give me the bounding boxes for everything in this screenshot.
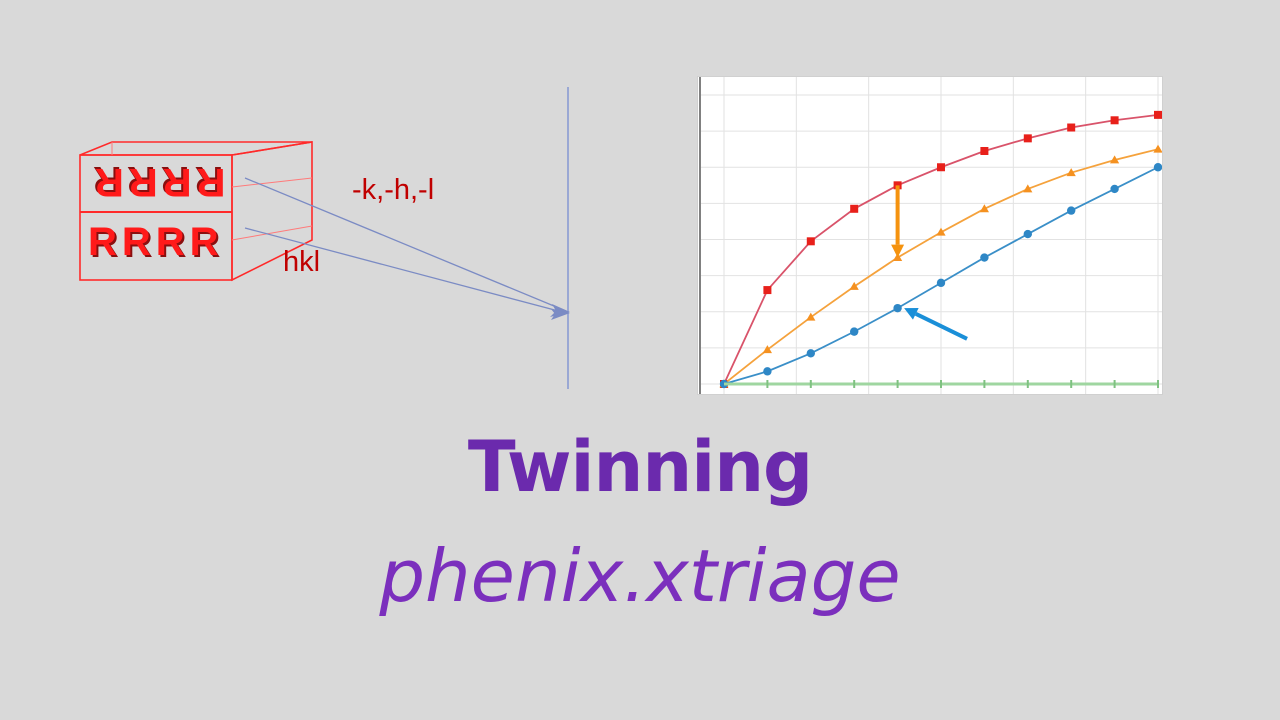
data-point-marker (1154, 110, 1162, 119)
chart-series (719, 163, 1162, 389)
orange-down-arrow-head (891, 244, 905, 258)
box-right-face (231, 141, 313, 282)
data-point-marker (936, 278, 946, 288)
cumulative-intensity-chart (697, 76, 1163, 395)
motif-row-inverted: RRRR (90, 160, 226, 204)
data-point-marker (1023, 134, 1032, 143)
label-negative-hkl: -k,-h,-l (352, 174, 435, 206)
box-edge-inner-1 (231, 177, 313, 188)
data-point-marker (806, 349, 815, 358)
data-point-marker (763, 367, 772, 376)
ray-negative-hkl (244, 177, 567, 312)
data-point-marker (893, 303, 902, 313)
diffraction-rays (244, 177, 567, 314)
data-point-marker (763, 286, 772, 295)
data-point-marker (850, 327, 859, 336)
blue-left-arrow-head (904, 307, 919, 320)
data-point-marker (806, 312, 816, 321)
chart-series-layer (719, 110, 1162, 389)
chart-annotation-layer (891, 185, 968, 341)
label-hkl: hkl (283, 246, 321, 278)
data-point-marker (762, 345, 772, 354)
box-top-face (79, 141, 313, 156)
data-point-marker (1153, 144, 1162, 153)
data-point-marker (980, 146, 989, 155)
chart-svg (699, 77, 1162, 394)
data-point-marker (850, 204, 859, 213)
data-point-marker (937, 163, 945, 172)
box-edge-inner-2 (231, 225, 313, 241)
data-point-marker (1153, 163, 1162, 172)
data-point-marker (1067, 123, 1076, 132)
ray-arrowheads (550, 304, 570, 320)
chart-series (719, 144, 1162, 388)
page-subtitle: phenix.xtriage (379, 534, 901, 618)
blue-left-arrow-shaft (914, 312, 968, 341)
diagram-svg (79, 87, 570, 389)
chart-series (724, 380, 1159, 388)
unit-cell-box (79, 141, 313, 282)
data-point-marker (1067, 206, 1076, 215)
chart-gridlines (700, 77, 1162, 394)
data-point-marker (1023, 184, 1033, 193)
motif-row-upright: RRRR (88, 220, 224, 264)
data-point-marker (806, 237, 815, 246)
data-point-marker (936, 227, 946, 236)
data-point-marker (1110, 116, 1119, 125)
data-point-marker (980, 253, 989, 262)
ray-arrowhead-2 (551, 309, 570, 320)
data-point-marker (849, 281, 859, 290)
twinning-diagram: RRRR RRRR -k,-h,-l hkl (0, 0, 620, 420)
data-point-marker (979, 204, 989, 213)
page-title: Twinning (467, 426, 813, 508)
data-point-marker (1110, 155, 1120, 164)
data-point-marker (1066, 168, 1076, 177)
ray-hkl (244, 227, 567, 314)
data-point-marker (1110, 184, 1119, 194)
data-point-marker (1023, 229, 1032, 239)
